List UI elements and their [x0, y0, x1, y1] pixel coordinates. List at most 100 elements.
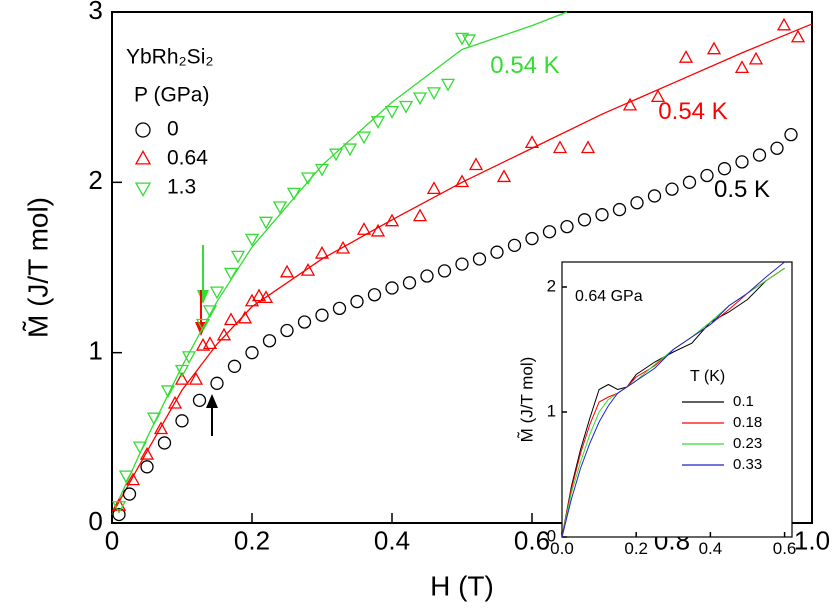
marker: [244, 233, 260, 247]
marker: [612, 202, 627, 217]
marker: [175, 414, 189, 428]
marker: [472, 252, 487, 266]
marker: [174, 364, 190, 378]
marker: [665, 182, 679, 196]
inset-background: [562, 262, 792, 537]
series: [111, 32, 477, 514]
marker: [552, 140, 568, 154]
annotation: 0.5 K: [714, 176, 770, 203]
legend-title: T (K): [690, 368, 725, 385]
marker: [468, 157, 484, 171]
marker: [577, 213, 592, 227]
x-tick-label: 0.4: [374, 525, 410, 555]
marker: [139, 446, 155, 460]
marker: [356, 222, 372, 235]
legend-label: 0.23: [733, 435, 762, 452]
marker: [279, 264, 295, 278]
marker: [335, 240, 351, 254]
marker: [297, 315, 312, 329]
x-tick-label: 1.0: [794, 525, 830, 555]
x-tick-label: 0.6: [773, 539, 797, 558]
marker: [370, 116, 386, 129]
marker: [507, 238, 522, 253]
marker: [748, 51, 764, 65]
marker: [202, 305, 218, 319]
marker: [356, 131, 372, 145]
marker: [272, 201, 288, 215]
marker: [717, 162, 732, 176]
plot-frame: [561, 261, 793, 538]
marker: [384, 105, 400, 119]
legend-heading: YbRh₂Si₂: [126, 46, 214, 69]
marker: [398, 100, 414, 114]
marker: [111, 501, 127, 514]
marker: [245, 346, 259, 360]
marker: [630, 196, 644, 210]
marker: [174, 371, 190, 385]
marker: [496, 169, 512, 183]
fit-line: [111, 11, 568, 515]
legend-title: P (GPa): [134, 84, 209, 107]
marker: [195, 318, 211, 332]
legend-label: 0.64: [167, 147, 208, 170]
marker: [385, 281, 399, 295]
marker: [157, 436, 172, 450]
marker: [776, 17, 792, 31]
marker: [153, 421, 169, 435]
y-tick-label: 0: [547, 526, 556, 545]
marker: [328, 148, 344, 162]
marker: [784, 127, 798, 142]
y-axis-label: M̃ (J/T mol): [517, 357, 537, 443]
marker: [490, 245, 504, 259]
marker: [706, 41, 722, 55]
marker: [342, 143, 358, 157]
marker: [160, 385, 176, 399]
marker: [125, 472, 141, 486]
marker: [454, 174, 470, 188]
marker: [181, 351, 197, 365]
marker: [230, 250, 246, 264]
marker: [134, 149, 152, 165]
x-tick-label: 0: [105, 525, 119, 555]
marker: [650, 89, 666, 103]
marker: [350, 294, 364, 309]
legend-label: 0: [167, 118, 179, 141]
marker: [118, 470, 134, 484]
marker: [300, 262, 316, 276]
marker: [227, 359, 242, 373]
marker: [770, 141, 784, 155]
marker: [426, 87, 442, 100]
marker: [440, 78, 456, 92]
marker: [132, 441, 148, 455]
inset-note: 0.64 GPa: [575, 288, 643, 305]
marker: [135, 122, 151, 138]
fit-line: [111, 23, 813, 515]
series: [112, 127, 798, 522]
marker: [455, 257, 469, 271]
legend-label: 1.3: [167, 176, 196, 199]
marker: [314, 163, 330, 177]
marker: [735, 155, 749, 169]
marker: [314, 245, 330, 259]
marker: [122, 487, 137, 501]
marker: [134, 182, 152, 198]
line: [561, 267, 785, 538]
marker: [286, 187, 302, 201]
line: [561, 267, 785, 538]
marker: [525, 231, 539, 246]
y-tick-label: 3: [88, 0, 102, 25]
legend-label: 0.1: [733, 393, 754, 410]
marker: [580, 140, 596, 154]
x-axis-label: H (T): [430, 570, 494, 601]
x-tick-label: 0.6: [514, 525, 550, 555]
marker: [167, 395, 183, 409]
marker: [461, 34, 477, 48]
annotation: 0.54 K: [490, 52, 559, 79]
x-tick-label: 0.2: [624, 539, 648, 558]
marker: [752, 148, 767, 162]
marker: [237, 310, 253, 324]
marker: [223, 267, 239, 281]
marker: [560, 219, 574, 234]
marker: [140, 460, 154, 474]
